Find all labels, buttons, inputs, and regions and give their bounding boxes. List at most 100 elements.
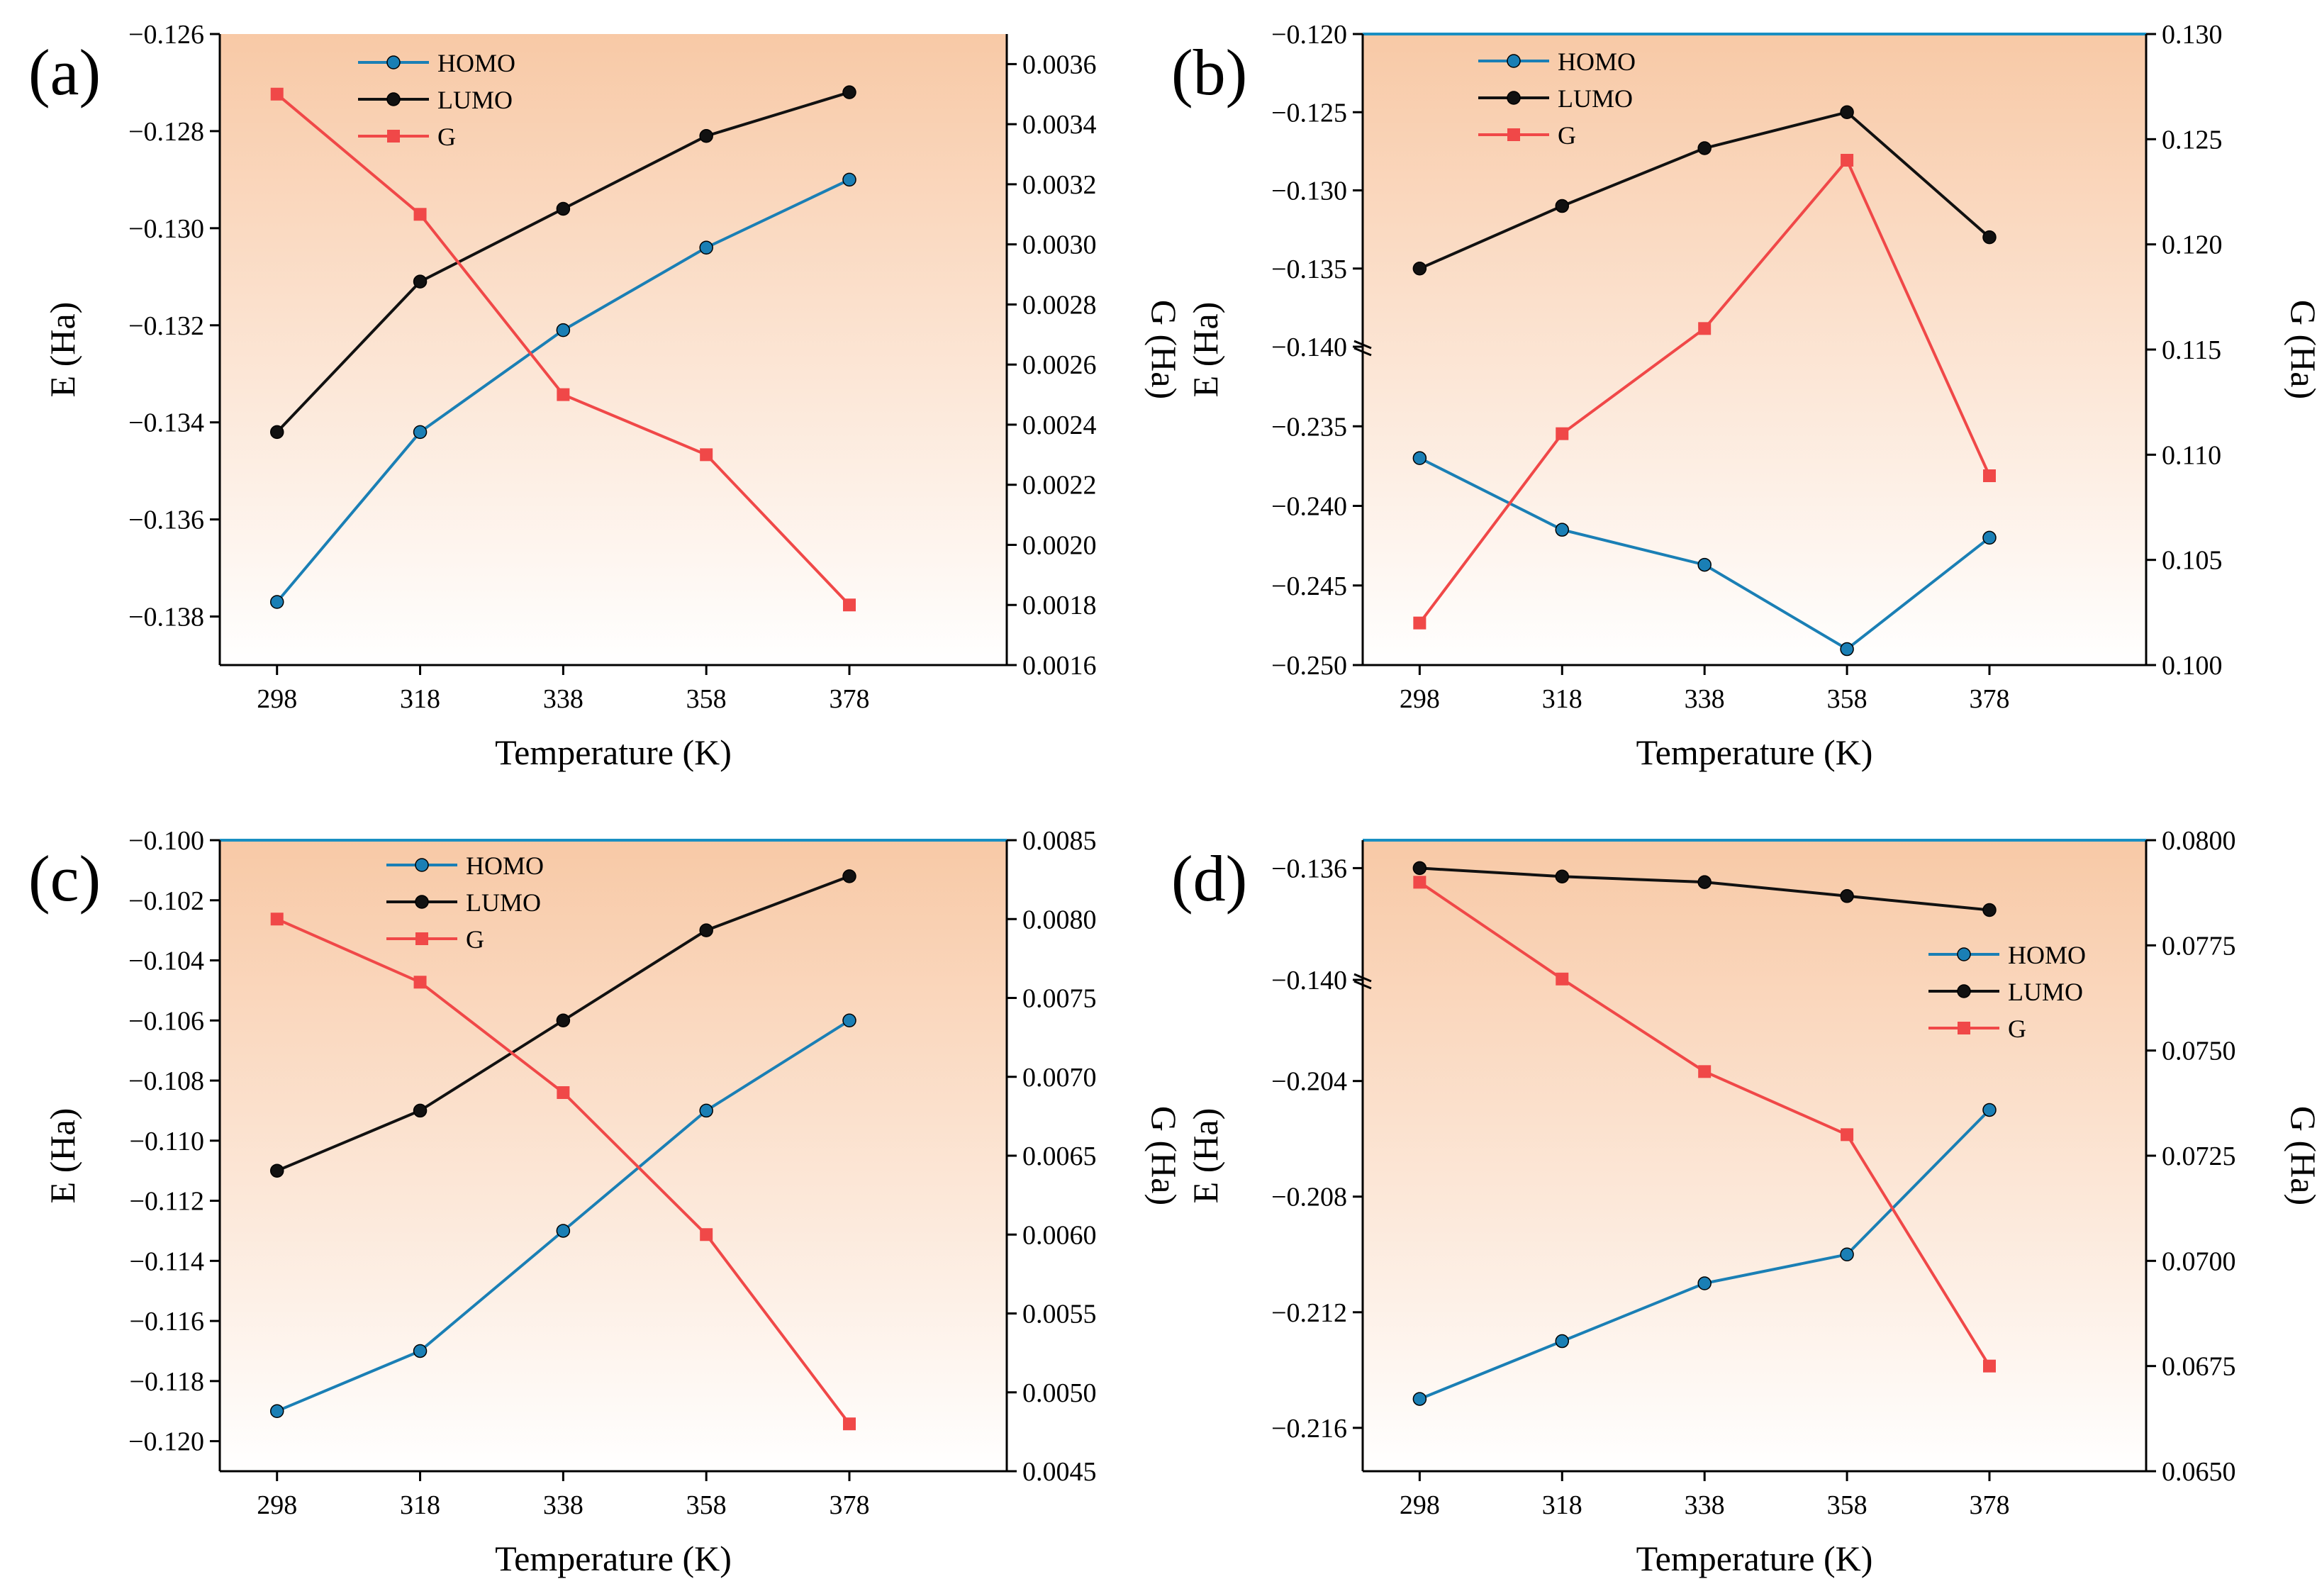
y-tick-label-right: 0.0060	[1022, 1220, 1097, 1250]
data-point-homo	[842, 172, 856, 187]
data-point-g	[557, 1086, 570, 1099]
y-tick-label-left: −0.108	[128, 1066, 204, 1096]
legend-label-homo: HOMO	[1558, 48, 1636, 76]
legend-label-g: G	[437, 123, 456, 151]
x-tick-label: 298	[1400, 684, 1440, 714]
data-point-homo	[1555, 523, 1570, 537]
y-tick-label-right: 0.0030	[1022, 230, 1097, 260]
data-point-lumo	[1555, 869, 1570, 883]
series-homo	[269, 172, 856, 609]
data-point-homo	[1840, 642, 1854, 657]
legend-label-homo: HOMO	[437, 49, 515, 77]
legend-marker-lumo	[386, 92, 401, 106]
y-tick-label-right: 0.0085	[1022, 826, 1097, 856]
y-tick-label-left: −0.112	[129, 1187, 204, 1217]
y-tick-label-right: 0.0650	[2162, 1457, 2236, 1487]
y-axis-title-right: G (Ha)	[2284, 300, 2317, 399]
y-axis-title-left: E (Ha)	[1185, 302, 1225, 398]
legend-label-lumo: LUMO	[2008, 978, 2083, 1006]
data-point-g	[413, 208, 427, 221]
data-point-lumo	[1697, 141, 1712, 155]
legend-label-homo: HOMO	[466, 852, 544, 880]
data-point-homo	[1412, 451, 1427, 465]
data-point-lumo	[556, 1013, 571, 1028]
data-point-lumo	[1412, 861, 1427, 876]
data-point-g	[270, 87, 284, 101]
series-g	[270, 87, 856, 612]
legend-marker-homo	[386, 55, 401, 69]
data-point-lumo	[699, 129, 713, 143]
data-point-lumo	[269, 425, 284, 440]
data-point-g	[1413, 876, 1427, 889]
legend-label-lumo: LUMO	[437, 86, 513, 114]
data-point-homo	[1697, 1276, 1712, 1290]
y-tick-label-right: 0.0070	[1022, 1063, 1097, 1093]
y-tick-label-left: −0.250	[1271, 651, 1347, 681]
x-tick-label: 318	[1542, 1490, 1582, 1520]
chart-panel-c: 298 318 338 358 378 −0.100 −0.102 −0.104 −0.106 −…	[28, 826, 1184, 1578]
data-point-homo	[699, 240, 713, 255]
legend-marker-lumo	[415, 895, 429, 909]
legend-marker-homo	[1957, 947, 1971, 961]
data-point-g	[1841, 1128, 1854, 1142]
x-tick-label: 338	[543, 1490, 584, 1520]
x-tick-label: 338	[1685, 684, 1725, 714]
y-tick-label-right: 0.0016	[1022, 651, 1097, 681]
y-tick-label-right: 0.0045	[1022, 1457, 1097, 1487]
series-homo	[1412, 1103, 1997, 1406]
series-g	[1413, 154, 1996, 630]
y-tick-label-left: −0.204	[1271, 1067, 1347, 1097]
chart-panel-d: 298 318 338 358 378 −0.136 −0.140 −0.204 −0.208 −…	[1171, 826, 2317, 1578]
series-g	[270, 913, 856, 1431]
y-tick-label-left: −0.235	[1271, 412, 1347, 442]
data-point-g	[557, 388, 570, 401]
y-tick-label-left: −0.136	[1271, 854, 1347, 883]
y-axis-title-right: G (Ha)	[1144, 1106, 1184, 1205]
y-tick-label-left: −0.138	[128, 603, 204, 632]
plot-background	[220, 840, 1007, 1471]
data-point-g	[1413, 616, 1427, 630]
data-point-lumo	[1840, 105, 1854, 119]
y-tick-label-left: −0.245	[1271, 571, 1347, 601]
y-tick-label-left: −0.114	[129, 1246, 204, 1276]
panel-label: (a)	[28, 36, 101, 108]
data-point-lumo	[1697, 875, 1712, 889]
axis-break-mark	[1353, 347, 1372, 357]
data-point-homo	[1982, 530, 1997, 545]
y-tick-label-right: 0.0800	[2162, 826, 2236, 856]
y-axis-title-left: E (Ha)	[43, 1108, 82, 1204]
legend-label-lumo: LUMO	[466, 888, 541, 917]
y-tick-label-right: 0.0700	[2162, 1246, 2236, 1276]
y-tick-label-left: −0.120	[1271, 20, 1347, 50]
series-g	[1413, 876, 1996, 1373]
y-tick-label-left: −0.120	[128, 1427, 204, 1457]
y-axis-title-left: E (Ha)	[43, 302, 82, 398]
y-tick-label-left: −0.125	[1271, 98, 1347, 128]
y-tick-label-left: −0.132	[128, 311, 204, 341]
data-point-homo	[556, 1224, 571, 1238]
y-tick-label-right: 0.0065	[1022, 1142, 1097, 1171]
y-tick-label-right: 0.0036	[1022, 50, 1097, 79]
y-tick-label-left: −0.118	[129, 1367, 204, 1397]
y-tick-label-left: −0.130	[1271, 177, 1347, 206]
x-tick-label: 338	[543, 684, 584, 714]
data-point-homo	[413, 1344, 428, 1358]
y-tick-label-right: 0.0675	[2162, 1352, 2236, 1382]
y-axis-title-right: G (Ha)	[1144, 300, 1184, 399]
y-tick-label-right: 0.0028	[1022, 290, 1097, 320]
chart-panel-a: 298 318 338 358 378 −0.126 −0.128 −0.130 −0.132 −…	[28, 20, 1184, 772]
data-point-lumo	[1840, 889, 1854, 903]
series-lumo	[269, 869, 856, 1178]
x-tick-label: 358	[686, 684, 727, 714]
y-tick-label-right: 0.0075	[1022, 984, 1097, 1014]
series-homo	[269, 1013, 856, 1418]
y-tick-label-left: −0.208	[1271, 1183, 1347, 1212]
plot-background	[220, 34, 1007, 665]
y-tick-label-left: −0.110	[129, 1127, 204, 1156]
y-tick-label-right: 0.0055	[1022, 1300, 1097, 1329]
data-point-lumo	[842, 869, 856, 883]
x-axis-title: Temperature (K)	[1636, 1539, 1873, 1578]
data-point-homo	[269, 595, 284, 609]
legend-marker-g	[1958, 1022, 1970, 1034]
series-homo	[1412, 451, 1997, 657]
